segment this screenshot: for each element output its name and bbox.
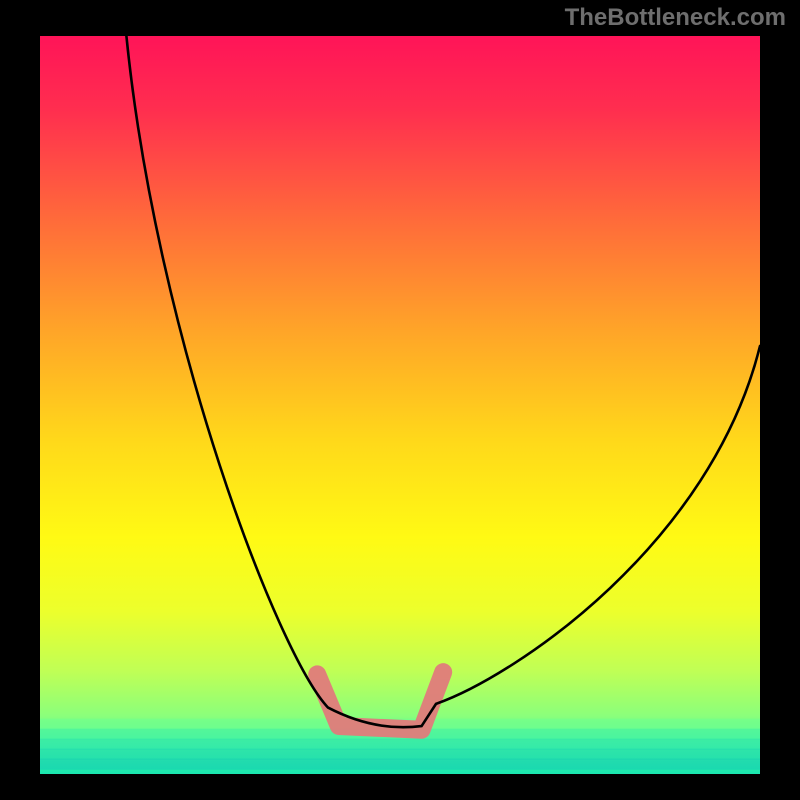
bottleneck-curve-chart [40,36,760,774]
chart-container: TheBottleneck.com [0,0,800,800]
watermark-text: TheBottleneck.com [565,4,786,32]
